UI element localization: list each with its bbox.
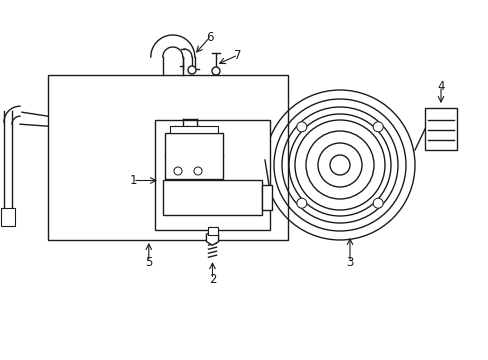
Bar [262,185,271,210]
Bar [170,126,218,134]
Text: 6: 6 [206,31,213,44]
Text: 2: 2 [208,273,216,286]
Bar [424,108,456,150]
Text: 5: 5 [145,256,152,269]
Bar [48,75,287,240]
Bar [1,208,15,226]
Bar [163,180,262,215]
Bar [164,134,223,179]
Circle shape [372,198,383,208]
Circle shape [187,66,196,74]
Bar [207,227,217,235]
Bar [155,120,269,230]
Circle shape [296,122,306,132]
Circle shape [174,167,182,175]
Circle shape [296,198,306,208]
Circle shape [194,167,202,175]
Text: 1: 1 [129,174,137,187]
Circle shape [212,67,220,75]
Text: 4: 4 [436,80,444,93]
Polygon shape [206,231,218,245]
Circle shape [372,122,383,132]
Text: 7: 7 [234,49,241,62]
Text: 3: 3 [346,256,353,269]
Circle shape [329,155,349,175]
